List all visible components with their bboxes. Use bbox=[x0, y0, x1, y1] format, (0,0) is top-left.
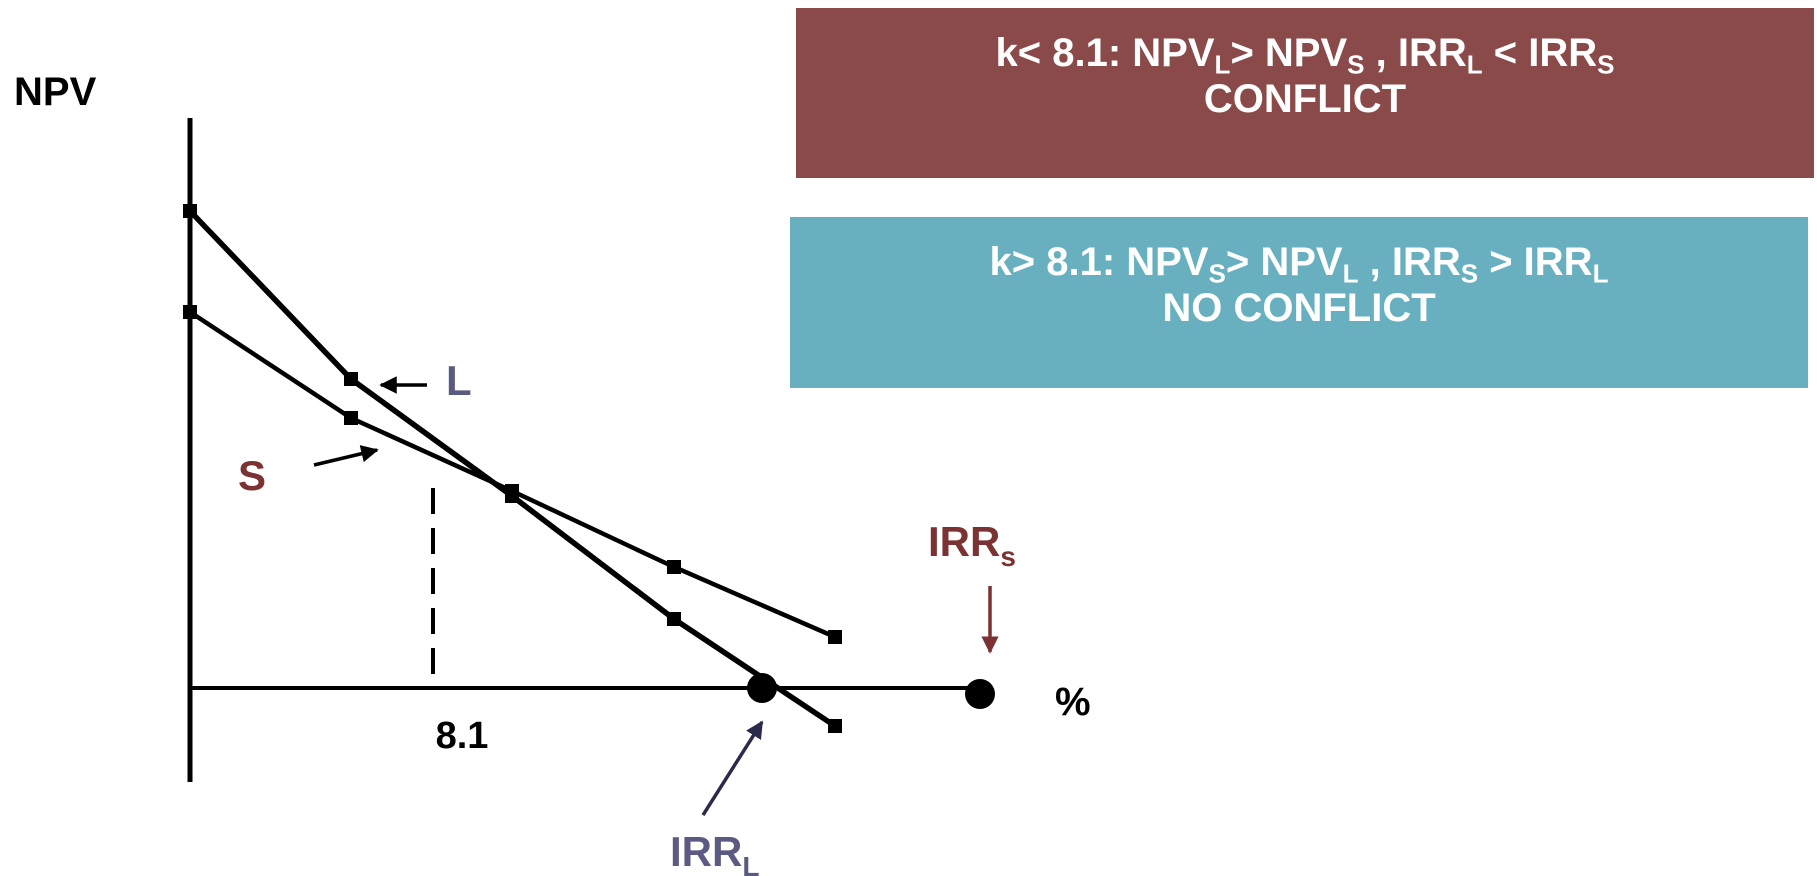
subscript: S bbox=[1208, 258, 1226, 289]
text-part: k< 8.1: NPV bbox=[995, 31, 1215, 75]
irrl-marker bbox=[747, 673, 777, 703]
irr-s-label: IRRs bbox=[928, 518, 1016, 572]
series-l-point-3 bbox=[667, 612, 681, 626]
text-part: < IRR bbox=[1482, 31, 1598, 75]
irr-l-label: IRRL bbox=[670, 828, 759, 876]
series-s-point-1 bbox=[344, 411, 358, 425]
series-s-point-4 bbox=[828, 630, 842, 644]
series-s-line bbox=[188, 310, 836, 640]
irr-l-subscript: L bbox=[742, 851, 759, 876]
s-pointer-arrow bbox=[313, 445, 379, 467]
conflict-label: CONFLICT bbox=[1203, 77, 1407, 121]
series-l-point-4 bbox=[828, 719, 842, 733]
text-part: > IRR bbox=[1478, 240, 1593, 284]
text-part: > NPV bbox=[1225, 240, 1343, 284]
subscript: L bbox=[1214, 49, 1231, 80]
x-axis-label: % bbox=[1055, 680, 1091, 724]
irr-layer bbox=[747, 673, 995, 709]
conflict-box: k< 8.1: NPVL> NPVS , IRRL < IRRS CONFLIC… bbox=[796, 8, 1814, 178]
text-part: k> 8.1: NPV bbox=[989, 240, 1209, 284]
no-conflict-box: k> 8.1: NPVS> NPVL , IRRS > IRRL NO CONF… bbox=[790, 217, 1808, 388]
series-s-point-2 bbox=[505, 484, 519, 498]
text-part: , IRR bbox=[1364, 31, 1467, 75]
subscript: S bbox=[1347, 49, 1365, 80]
irr-l-arrow bbox=[701, 720, 764, 816]
text-part: > NPV bbox=[1230, 31, 1348, 75]
x-tick-label: 8.1 bbox=[436, 715, 489, 757]
series-s-point-3 bbox=[667, 560, 681, 574]
series-s-point-0 bbox=[183, 305, 197, 319]
y-axis-label: NPV bbox=[14, 70, 97, 114]
irr-l-base: IRR bbox=[670, 828, 742, 875]
conflict-condition: k< 8.1: NPVL> NPVS , IRRL < IRRS bbox=[796, 30, 1814, 80]
subscript: L bbox=[1342, 258, 1359, 289]
irrs-marker bbox=[965, 679, 995, 709]
subscript: L bbox=[1466, 49, 1483, 80]
irr-s-base: IRR bbox=[928, 518, 1000, 565]
text-part: , IRR bbox=[1358, 240, 1461, 284]
series-l-line bbox=[188, 209, 837, 729]
no-conflict-label: NO CONFLICT bbox=[1162, 286, 1436, 330]
irr-s-subscript: s bbox=[1000, 541, 1016, 572]
series-layer bbox=[183, 204, 842, 733]
subscript: S bbox=[1460, 258, 1479, 289]
series-l-label: L bbox=[446, 357, 472, 404]
series-s-label: S bbox=[238, 452, 266, 499]
no-conflict-condition: k> 8.1: NPVS> NPVL , IRRS > IRRL bbox=[790, 239, 1808, 289]
series-l-point-0 bbox=[183, 204, 197, 218]
series-l-point-1 bbox=[344, 372, 358, 386]
subscript: S bbox=[1597, 49, 1615, 80]
subscript: L bbox=[1592, 258, 1609, 289]
